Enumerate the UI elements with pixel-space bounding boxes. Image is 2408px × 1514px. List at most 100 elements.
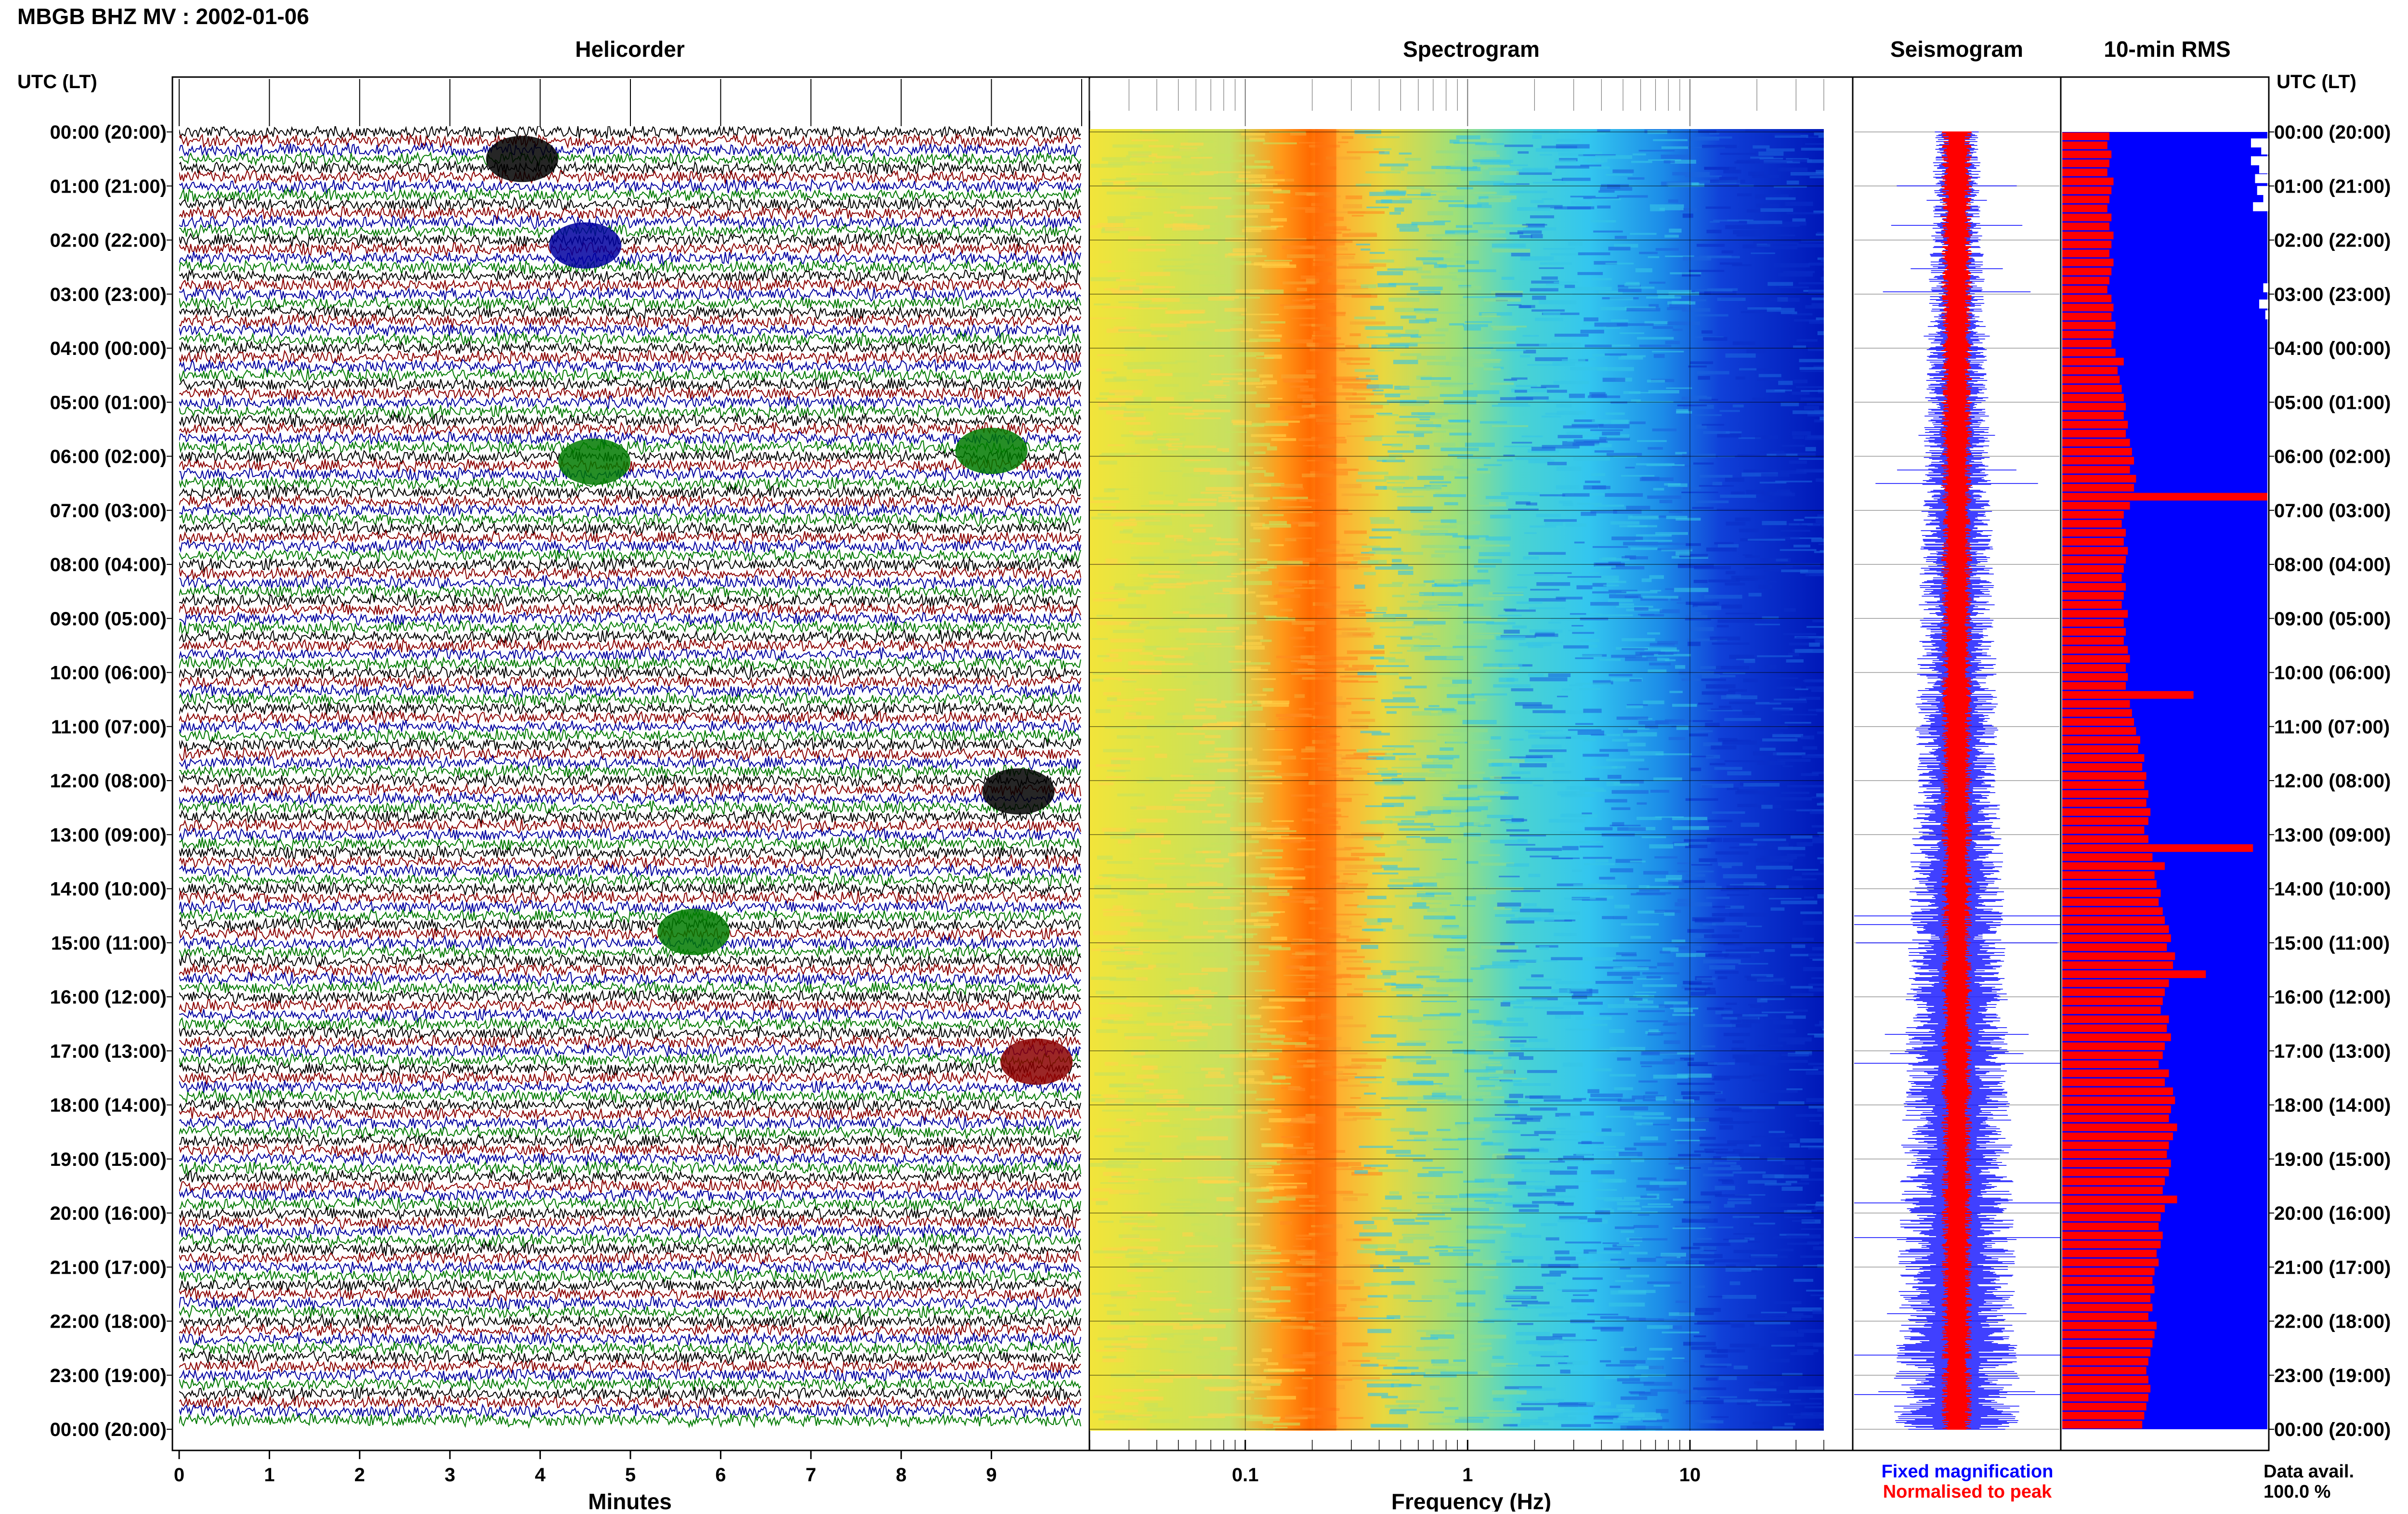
spectrogram-cell xyxy=(1167,1267,1178,1270)
spectrogram-cell xyxy=(1326,1430,1344,1431)
spectrogram-cell xyxy=(1742,1019,1761,1023)
spectrogram-cell xyxy=(1744,567,1781,570)
spectrogram-cell xyxy=(1653,488,1664,491)
spectrogram-cell xyxy=(1495,649,1513,652)
spectrogram-cell xyxy=(1189,987,1199,991)
spectrogram-cell xyxy=(1515,1286,1543,1289)
spectrogram-cell xyxy=(1620,780,1644,784)
spectrogram-cell xyxy=(1205,1074,1225,1078)
spectrogram-cell xyxy=(1199,1346,1221,1348)
spectrogram-cell xyxy=(1425,886,1439,889)
rms-bar xyxy=(2062,790,2148,798)
spectrogram-cell xyxy=(1189,614,1228,618)
spectrogram-cell xyxy=(1143,1119,1170,1122)
spectrogram-cell xyxy=(1676,411,1692,414)
spectrogram-cell xyxy=(1399,1239,1413,1243)
spectrogram-cell xyxy=(1750,157,1774,159)
spectrogram-cell xyxy=(1693,1335,1706,1337)
spectrogram-cell xyxy=(1429,1246,1467,1249)
spectrogram-cell xyxy=(1115,876,1144,880)
spectrogram-cell xyxy=(1758,374,1781,378)
rms-bar xyxy=(2062,997,2163,1005)
spectrogram-cell xyxy=(1820,1194,1824,1197)
spectrogram-cell xyxy=(1464,327,1481,331)
spectrogram-cell xyxy=(1677,1073,1712,1078)
spectrogram-cell xyxy=(1765,665,1777,669)
spectrogram-cell xyxy=(1431,1359,1449,1364)
rms-bar xyxy=(2062,619,2124,627)
spectrogram-cell xyxy=(1580,617,1609,621)
rms-bar xyxy=(2062,1078,2165,1086)
spectrogram-cell xyxy=(1541,276,1558,280)
spectrogram-cell xyxy=(1722,1180,1734,1184)
spectrogram-cell xyxy=(1292,953,1330,955)
spectrogram-cell xyxy=(1391,767,1421,769)
spectrogram-cell xyxy=(1594,1261,1618,1264)
spectrogram-cell xyxy=(1296,287,1307,291)
spectrogram-cell xyxy=(1555,1362,1574,1366)
spectrogram-cell xyxy=(1101,1019,1114,1023)
spectrogram-cell xyxy=(1556,597,1583,600)
spectrogram-cell xyxy=(1283,305,1316,309)
spectrogram-cell xyxy=(1761,473,1790,477)
spectrogram-cell xyxy=(1704,291,1737,295)
spectrogram-cell xyxy=(1168,413,1204,415)
spectrogram-cell xyxy=(1637,440,1667,442)
spectrogram-cell xyxy=(1530,215,1554,219)
spectrogram-cell xyxy=(1295,1044,1320,1048)
spectrogram-cell xyxy=(1208,197,1232,200)
spectrogram-cell xyxy=(1769,1331,1797,1333)
spectrogram-cell xyxy=(1781,1053,1812,1056)
spectrogram-cell xyxy=(1286,1147,1313,1149)
spectrogram-cell xyxy=(1305,209,1335,213)
spectrogram-cell xyxy=(1275,170,1285,174)
spectrogram-cell xyxy=(1432,468,1467,471)
spectrogram-cell xyxy=(1110,1291,1128,1295)
spectrogram-cell xyxy=(1236,1397,1251,1400)
spectrogram-cell xyxy=(1613,1418,1641,1421)
spectrogram-cell xyxy=(1249,339,1281,342)
helicorder-trace-line xyxy=(179,521,1081,536)
spectrogram-cell xyxy=(1412,902,1426,907)
spectrogram-cell xyxy=(1473,1038,1505,1041)
spectrogram-cell xyxy=(1311,726,1342,729)
spectrogram-cell xyxy=(1594,504,1624,507)
spectrogram-cell xyxy=(1269,947,1291,951)
spectrogram-cell xyxy=(1562,688,1572,691)
spectrogram-cell xyxy=(1565,1241,1601,1244)
spectrogram-cell xyxy=(1382,745,1414,747)
spectrogram-cell xyxy=(1400,353,1422,356)
rms-bar xyxy=(2062,204,2107,212)
spectrogram-cell xyxy=(1732,1054,1758,1059)
spectrogram-cell xyxy=(1547,462,1567,466)
spectrogram-cell xyxy=(1653,354,1665,358)
spectrogram-cell xyxy=(1816,233,1824,236)
spectrogram-cell xyxy=(1096,368,1112,372)
spectrogram-cell xyxy=(1298,438,1323,441)
spectrogram-cell xyxy=(1274,1108,1285,1110)
spectrogram-cell xyxy=(1178,1258,1210,1262)
helicorder-trace-line xyxy=(179,844,1081,861)
spectrogram-cell xyxy=(1341,680,1378,683)
spectrogram-cell xyxy=(1267,1396,1296,1400)
spectrogram-cell xyxy=(1121,1337,1147,1341)
spectrogram-cell xyxy=(1511,771,1531,774)
spectrogram-cell xyxy=(1775,481,1812,483)
spectrogram-cell xyxy=(1235,645,1265,650)
spectrogram-cell xyxy=(1787,1242,1819,1245)
spectrogram-cell xyxy=(1572,632,1595,634)
rms-bar xyxy=(2062,222,2109,231)
spectrogram-cell xyxy=(1363,1041,1379,1044)
spectrogram-cell xyxy=(1689,137,1719,141)
spectrogram-cell xyxy=(1552,179,1563,181)
spectrogram-cell xyxy=(1600,307,1627,311)
spectrogram-cell xyxy=(1375,1251,1408,1255)
spectrogram-cell xyxy=(1714,1098,1726,1102)
rms-bar xyxy=(2062,1187,2163,1194)
spectrogram-cell xyxy=(1681,1430,1716,1431)
spectrogram-cell xyxy=(1746,209,1761,213)
spectrogram-cell xyxy=(1097,655,1110,657)
spectrogram-cell xyxy=(1521,1301,1550,1305)
spectrogram-cell xyxy=(1317,305,1336,310)
rms-bar xyxy=(2062,447,2132,456)
